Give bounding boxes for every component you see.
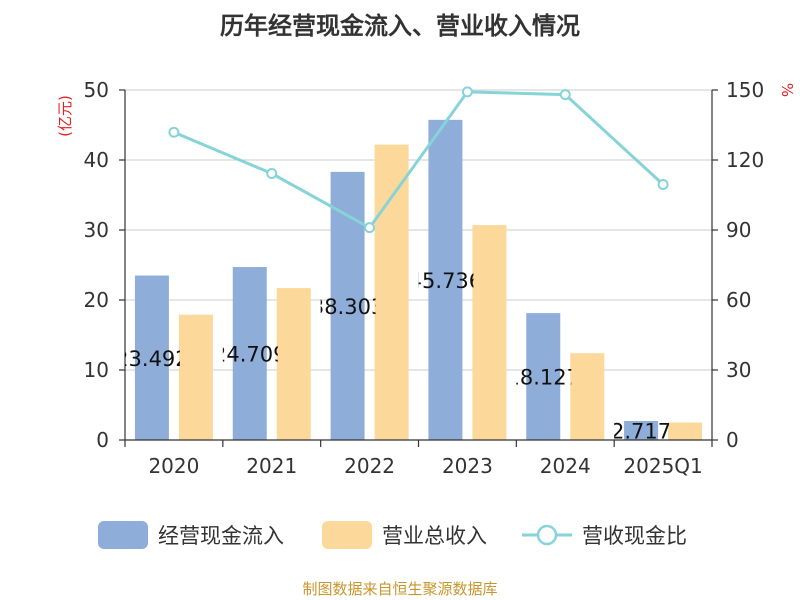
bar-经营现金流入-2021 bbox=[232, 267, 267, 440]
bar-营业总收入-2020 bbox=[178, 314, 213, 440]
ratio-point-2020 bbox=[168, 126, 180, 138]
y-right-tick-label: 150 bbox=[726, 78, 764, 102]
chart-title: 历年经营现金流入、营业收入情况 bbox=[220, 12, 580, 40]
legend-label: 营收现金比 bbox=[582, 524, 687, 548]
legend-marker bbox=[536, 524, 558, 546]
ratio-point-2025Q1 bbox=[657, 179, 669, 190]
bar-value-label-2021: 24.709 bbox=[213, 343, 286, 367]
bar-value-labels: 23.492 24.709 38.303 45.736 18.127 2.717 bbox=[115, 269, 671, 443]
legend-item-cash-inflow[interactable]: 经营现金流入 bbox=[98, 521, 284, 549]
ratio-point-2024 bbox=[559, 89, 571, 101]
y-right-tick-label: 0 bbox=[726, 428, 739, 452]
bar-营业总收入-2023 bbox=[472, 225, 507, 440]
legend-item-ratio[interactable]: 营收现金比 bbox=[522, 524, 687, 548]
y-left-tick-label: 30 bbox=[84, 218, 109, 242]
x-tick-label-2023: 2023 bbox=[442, 454, 493, 478]
bar-营业总收入-2022 bbox=[374, 144, 409, 440]
y-left-axis-label: (亿元) bbox=[56, 95, 74, 137]
y-left-tick-label: 10 bbox=[84, 358, 109, 382]
y-right-axis-label: % bbox=[778, 83, 796, 97]
x-tick-label-2024: 2024 bbox=[540, 454, 591, 478]
bar-value-label-2024: 18.127 bbox=[507, 366, 580, 390]
grid-lines bbox=[125, 89, 712, 371]
legend-swatch bbox=[322, 521, 372, 549]
ratio-point-2023 bbox=[461, 86, 473, 98]
source-footer: 制图数据来自恒生聚源数据库 bbox=[302, 580, 498, 598]
y-right-tick-label: 30 bbox=[726, 358, 751, 382]
bar-营业总收入-2021 bbox=[276, 288, 311, 440]
bar-经营现金流入-2023 bbox=[428, 119, 463, 441]
y-left-tick-label: 50 bbox=[84, 78, 109, 102]
bar-layer bbox=[134, 119, 703, 441]
axes: 0 10 20 30 40 50 0 30 60 90 120 150 2020 2021 2022 2023… bbox=[56, 78, 796, 478]
x-tick-label-2025Q1: 2025Q1 bbox=[623, 454, 702, 478]
legend-swatch bbox=[98, 521, 148, 549]
legend-label: 营业总收入 bbox=[382, 524, 487, 548]
bar-经营现金流入-2024 bbox=[526, 313, 561, 440]
bar-value-label-2022: 38.303 bbox=[311, 295, 384, 319]
ratio-point-2021 bbox=[266, 168, 278, 180]
ratio-line bbox=[173, 90, 665, 230]
legend[interactable]: 经营现金流入 营业总收入 营收现金比 bbox=[98, 521, 687, 549]
y-left-tick-label: 20 bbox=[84, 288, 109, 312]
legend-label: 经营现金流入 bbox=[158, 524, 284, 548]
y-right-tick-label: 60 bbox=[726, 288, 751, 312]
x-tick-label-2020: 2020 bbox=[148, 454, 199, 478]
y-right-tick-label: 90 bbox=[726, 218, 751, 242]
bar-value-label-2020: 23.492 bbox=[115, 347, 188, 371]
bar-经营现金流入-2020 bbox=[134, 275, 169, 440]
bar-营业总收入-2025Q1 bbox=[668, 422, 703, 440]
bar-value-label-2025Q1: 2.717 bbox=[611, 419, 671, 443]
y-left-tick-label: 0 bbox=[96, 428, 109, 452]
bar-营业总收入-2024 bbox=[570, 353, 605, 440]
x-tick-label-2022: 2022 bbox=[344, 454, 395, 478]
ratio-line-layer bbox=[168, 86, 669, 234]
ratio-point-2022 bbox=[364, 222, 376, 234]
y-right-tick-label: 120 bbox=[726, 148, 764, 172]
y-left-tick-label: 40 bbox=[84, 148, 109, 172]
bar-经营现金流入-2025Q1 bbox=[624, 420, 659, 440]
data-label-layer: 23.492 24.709 38.303 45.736 18.127 2.717 bbox=[115, 269, 671, 443]
bar-value-label-2023: 45.736 bbox=[409, 269, 482, 293]
x-tick-label-2021: 2021 bbox=[246, 454, 297, 478]
legend-item-revenue[interactable]: 营业总收入 bbox=[322, 521, 487, 549]
